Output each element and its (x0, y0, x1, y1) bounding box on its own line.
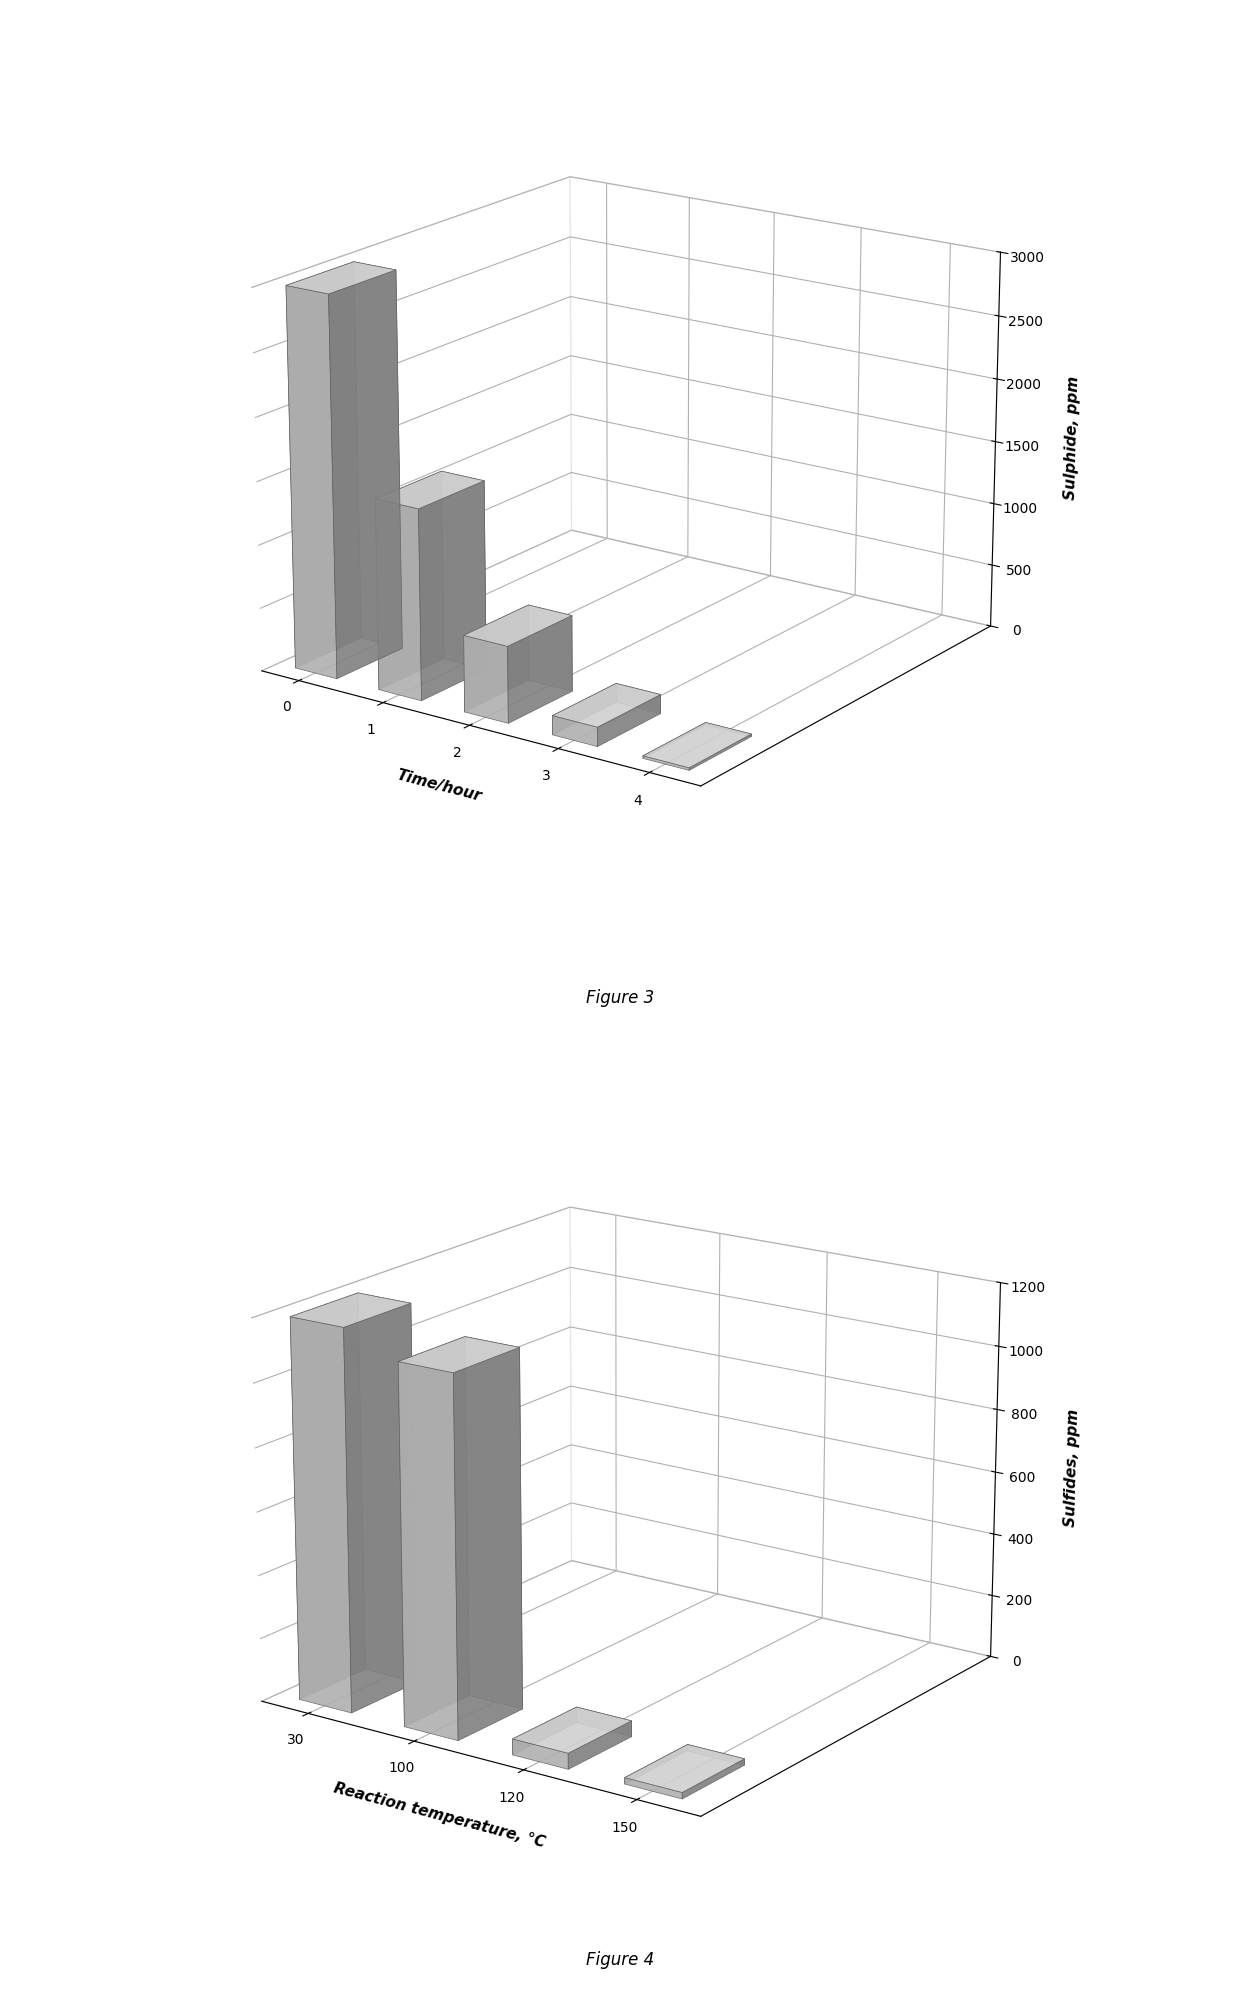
X-axis label: Time/hour: Time/hour (394, 766, 484, 804)
Text: Figure 4: Figure 4 (585, 1951, 655, 1968)
X-axis label: Reaction temperature, °C: Reaction temperature, °C (331, 1780, 547, 1851)
Text: Figure 3: Figure 3 (585, 990, 655, 1006)
